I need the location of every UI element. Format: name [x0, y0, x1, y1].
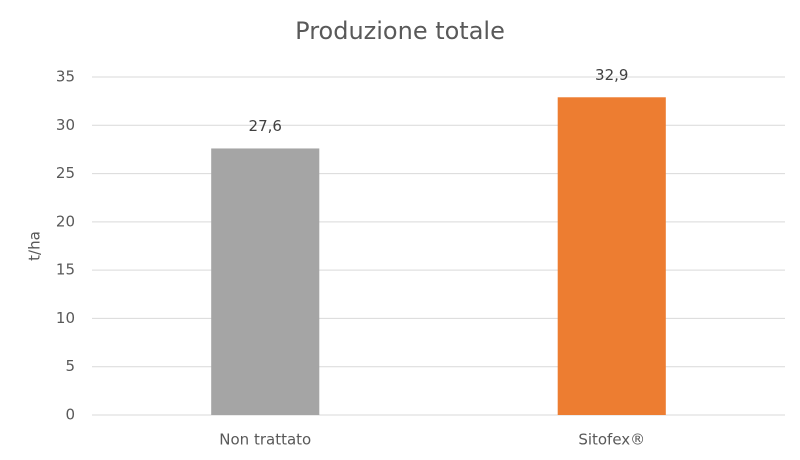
y-tick-label: 35	[56, 68, 75, 86]
x-tick-label: Sitofex®	[578, 431, 645, 449]
y-tick-label: 15	[56, 261, 75, 279]
y-tick-label: 10	[56, 309, 75, 327]
chart-title: Produzione totale	[295, 17, 505, 45]
data-label: 32,9	[595, 66, 628, 84]
bar	[211, 148, 320, 415]
y-tick-label: 5	[65, 357, 75, 375]
y-axis-label: t/ha	[26, 231, 44, 261]
y-tick-label: 0	[65, 406, 75, 424]
y-tick-label: 30	[56, 116, 75, 134]
y-tick-label: 25	[56, 164, 75, 182]
bar	[557, 97, 666, 415]
data-label: 27,6	[249, 117, 282, 135]
y-tick-label: 20	[56, 212, 75, 230]
x-tick-label: Non trattato	[219, 431, 311, 449]
